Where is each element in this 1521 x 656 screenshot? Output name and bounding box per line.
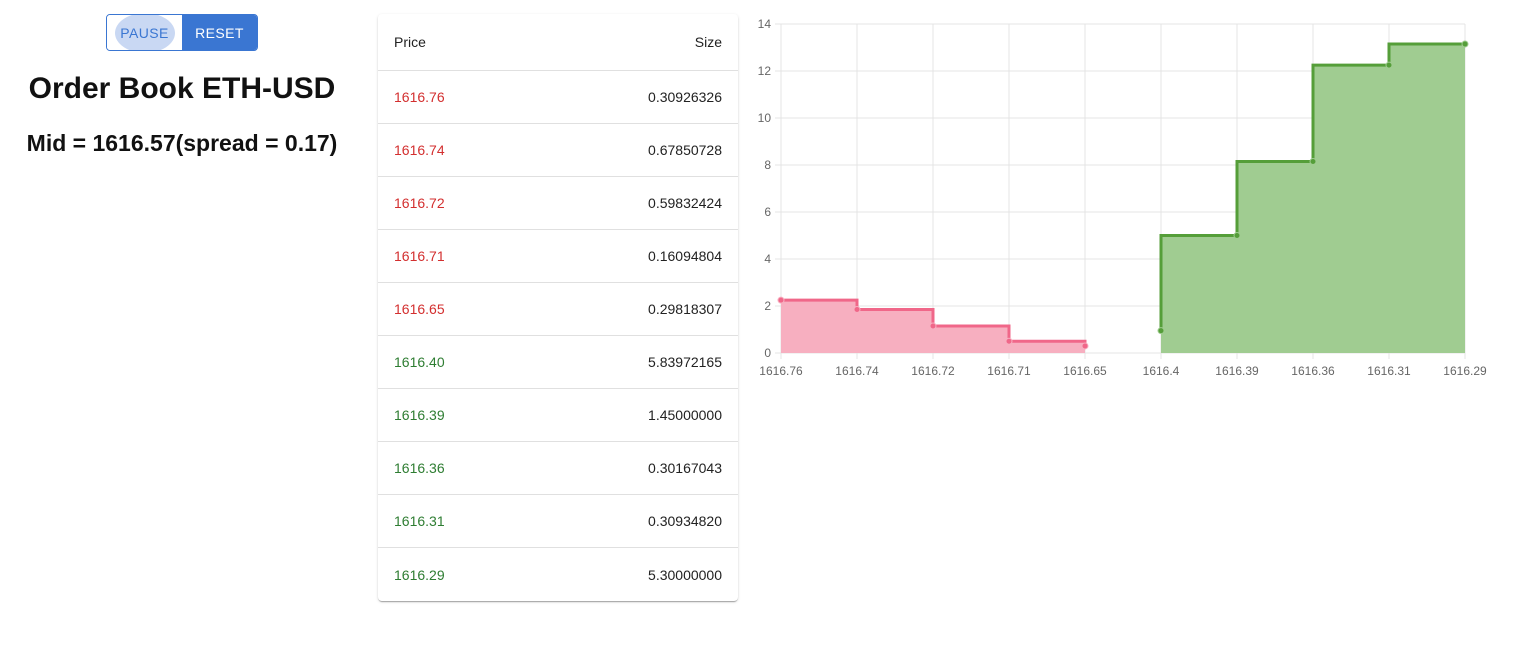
y-tick-label: 14 — [758, 17, 772, 31]
ask-data-point — [1005, 337, 1013, 345]
size-column-header: Size — [694, 34, 722, 50]
depth-chart: 0 2 4 6 8 10 12 14 1616.76 1616.74 1616.72 1616.71 1… — [758, 17, 1487, 378]
x-tick-label: 1616.36 — [1291, 364, 1335, 378]
playback-button-group: PAUSE RESET — [106, 14, 258, 51]
pause-button-label: PAUSE — [120, 24, 169, 41]
order-book-table: Price Size 1616.76 0.30926326 1616.74 0.678… — [378, 14, 738, 601]
ask-price-cell: 1616.72 — [394, 195, 445, 211]
table-row: 1616.74 0.67850728 — [378, 124, 738, 177]
size-cell: 5.30000000 — [648, 566, 722, 583]
bid-price-cell: 1616.29 — [394, 566, 445, 583]
ask-price-cell: 1616.65 — [394, 301, 445, 317]
x-tick-label: 1616.71 — [987, 364, 1031, 378]
table-row: 1616.40 5.83972165 — [378, 336, 738, 389]
bid-data-point — [1157, 327, 1165, 335]
table-row: 1616.36 0.30167043 — [378, 442, 738, 495]
y-tick-label: 6 — [764, 205, 771, 219]
size-cell: 0.16094804 — [648, 248, 722, 264]
ask-price-cell: 1616.74 — [394, 142, 445, 158]
x-tick-label: 1616.39 — [1215, 364, 1259, 378]
table-body: 1616.76 0.30926326 1616.74 0.67850728 1616.7… — [378, 71, 738, 601]
table-row: 1616.39 1.45000000 — [378, 389, 738, 442]
y-tick-label: 8 — [764, 158, 771, 172]
x-tick-label: 1616.76 — [759, 364, 803, 378]
bid-price-cell: 1616.39 — [394, 407, 445, 423]
y-tick-label: 0 — [764, 346, 771, 360]
ask-data-point — [1081, 342, 1089, 350]
chart-axis-labels: 0 2 4 6 8 10 12 14 1616.76 1616.74 1616.72 1616.71 1… — [758, 17, 1487, 378]
bid-price-cell: 1616.31 — [394, 513, 445, 529]
x-tick-label: 1616.31 — [1367, 364, 1411, 378]
pause-button[interactable]: PAUSE — [107, 15, 182, 50]
y-tick-label: 10 — [758, 111, 772, 125]
table-row: 1616.71 0.16094804 — [378, 230, 738, 283]
table-row: 1616.31 0.30934820 — [378, 495, 738, 548]
table-header: Price Size — [378, 14, 738, 71]
ask-depth-series — [777, 296, 1089, 353]
size-cell: 5.83972165 — [648, 354, 722, 370]
bid-price-cell: 1616.36 — [394, 460, 445, 476]
x-tick-label: 1616.74 — [835, 364, 879, 378]
page-title: Order Book ETH-USD — [28, 72, 336, 105]
reset-button-label: RESET — [195, 24, 244, 41]
y-tick-label: 4 — [764, 252, 771, 266]
x-tick-label: 1616.29 — [1443, 364, 1487, 378]
table-row: 1616.65 0.29818307 — [378, 283, 738, 336]
bid-area-fill — [1161, 43, 1465, 353]
ask-data-point — [777, 296, 785, 304]
size-cell: 0.67850728 — [648, 142, 722, 158]
ask-data-point — [853, 306, 861, 314]
ask-data-point — [929, 322, 937, 330]
table-row: 1616.72 0.59832424 — [378, 177, 738, 230]
size-cell: 0.30926326 — [648, 89, 722, 105]
x-tick-label: 1616.72 — [911, 364, 955, 378]
bid-data-point — [1233, 232, 1241, 239]
ask-price-cell: 1616.76 — [394, 89, 445, 105]
table-row: 1616.29 5.30000000 — [378, 548, 738, 601]
bid-data-point — [1385, 61, 1393, 69]
price-column-header: Price — [394, 34, 426, 50]
bid-data-point — [1309, 157, 1317, 165]
size-cell: 0.29818307 — [648, 301, 722, 317]
size-cell: 0.30167043 — [648, 460, 722, 476]
bid-data-point — [1461, 40, 1469, 48]
bid-price-cell: 1616.40 — [394, 354, 445, 370]
size-cell: 0.59832424 — [648, 195, 722, 211]
x-tick-label: 1616.65 — [1063, 364, 1107, 378]
mid-price-text: Mid = 1616.57(spread = 0.17) — [26, 130, 338, 156]
x-tick-label: 1616.4 — [1143, 364, 1180, 378]
pause-button-ripple — [115, 15, 175, 50]
bid-depth-series — [1157, 40, 1469, 353]
y-tick-label: 2 — [764, 299, 771, 313]
size-cell: 1.45000000 — [648, 407, 722, 423]
reset-button[interactable]: RESET — [182, 15, 257, 50]
y-tick-label: 12 — [758, 64, 772, 78]
table-row: 1616.76 0.30926326 — [378, 71, 738, 124]
size-cell: 0.30934820 — [648, 513, 722, 529]
ask-price-cell: 1616.71 — [394, 248, 445, 264]
